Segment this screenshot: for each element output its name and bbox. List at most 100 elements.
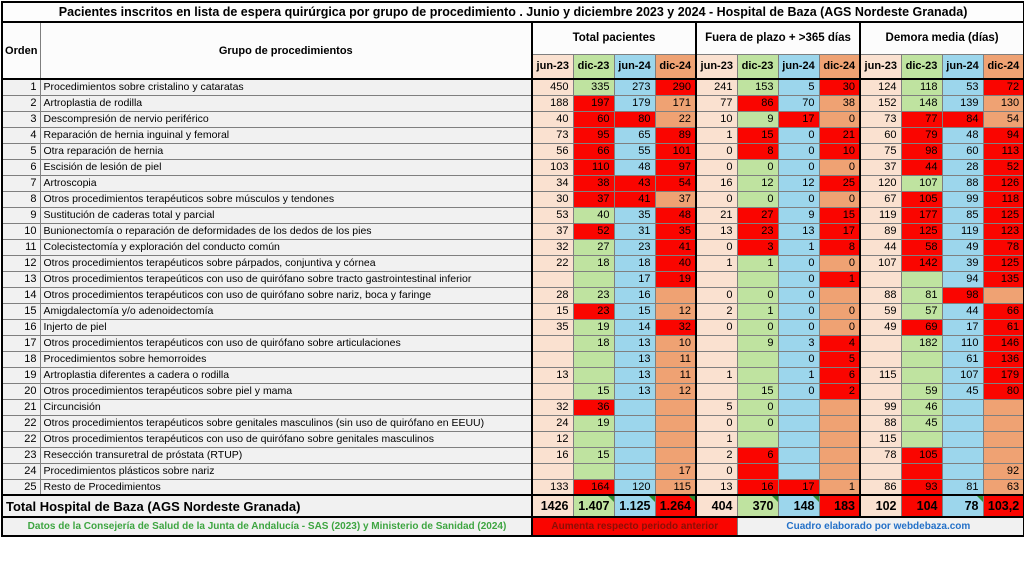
value-cell: 0 xyxy=(818,302,861,320)
value-cell: 45 xyxy=(900,414,943,432)
value-cell: 38 xyxy=(818,94,861,112)
value-cell: 152 xyxy=(859,94,902,112)
procedure-name-cell: Procedimientos sobre cristalino y catara… xyxy=(39,78,533,96)
value-cell xyxy=(982,446,1024,464)
value-cell: 13 xyxy=(531,366,574,384)
value-cell: 22 xyxy=(531,254,574,272)
value-cell: 77 xyxy=(900,110,943,128)
table-row: 22 Otros procedimientos terapéuticos sobr… xyxy=(1,414,1024,432)
value-cell: 17 xyxy=(654,462,697,480)
value-cell xyxy=(900,270,943,288)
value-cell: 107 xyxy=(900,174,943,192)
value-cell: 1 xyxy=(736,254,779,272)
value-cell: 18 xyxy=(613,254,656,272)
credit-note: Cuadro elaborado por webdebaza.com xyxy=(736,516,1024,537)
value-cell xyxy=(654,430,697,448)
value-cell: 101 xyxy=(654,142,697,160)
value-cell: 17 xyxy=(818,222,861,240)
value-cell: 66 xyxy=(572,142,615,160)
orden-cell: 16 xyxy=(1,318,41,336)
value-cell: 70 xyxy=(777,94,820,112)
procedure-name-cell: Otros procedimientos terapéuticos con us… xyxy=(39,334,533,352)
table-row: 8 Otros procedimientos terapéuticos sobre… xyxy=(1,190,1024,208)
value-cell: 273 xyxy=(613,78,656,96)
procedure-name-cell: Otros procedimientos terapéuticos con us… xyxy=(39,286,533,304)
value-cell: 34 xyxy=(531,174,574,192)
group-header-demora-media: Demora media (días) xyxy=(858,21,1024,55)
value-cell: 0 xyxy=(695,142,738,160)
value-cell xyxy=(613,446,656,464)
group-header-row: Orden Grupo de procedimientos Total paci… xyxy=(1,21,1024,80)
procedure-name-cell: Otros procedimientos terapeúticos con us… xyxy=(39,270,533,288)
value-cell: 37 xyxy=(654,190,697,208)
value-cell: 115 xyxy=(859,430,902,448)
value-cell xyxy=(736,430,779,448)
value-cell: 110 xyxy=(941,334,984,352)
value-cell: 125 xyxy=(982,254,1024,272)
value-cell: 0 xyxy=(818,318,861,336)
value-cell: 97 xyxy=(654,158,697,176)
total-value-cell: 370 xyxy=(736,494,779,518)
value-cell: 0 xyxy=(695,190,738,208)
value-cell: 16 xyxy=(613,286,656,304)
value-cell: 9 xyxy=(736,110,779,128)
value-cell xyxy=(818,286,861,304)
value-cell: 6 xyxy=(736,446,779,464)
orden-cell: 19 xyxy=(1,366,41,384)
table-row: 10 Bunionectomía o reparación de deformid… xyxy=(1,222,1024,240)
table-row: 19 Artroplastia diferentes a cadera o rod… xyxy=(1,366,1024,384)
value-cell: 16 xyxy=(531,446,574,464)
table-row: 16 Injerto de piel 35 19 14 32 0 0 0 0 49 69 17 61 xyxy=(1,318,1024,336)
value-cell: 95 xyxy=(572,126,615,144)
value-cell: 1 xyxy=(695,366,738,384)
title-row: Pacientes inscritos en lista de espera q… xyxy=(1,1,1024,23)
value-cell: 48 xyxy=(654,206,697,224)
value-cell: 27 xyxy=(736,206,779,224)
value-cell: 188 xyxy=(531,94,574,112)
procedure-name-cell: Bunionectomía o reparación de deformidad… xyxy=(39,222,533,240)
value-cell: 17 xyxy=(613,270,656,288)
value-cell: 43 xyxy=(613,174,656,192)
value-cell: 142 xyxy=(900,254,943,272)
value-cell: 12 xyxy=(654,302,697,320)
period-header: dic-23 xyxy=(900,53,943,80)
value-cell: 14 xyxy=(613,318,656,336)
procedure-name-cell: Reparación de hernia inguinal y femoral xyxy=(39,126,533,144)
value-cell: 0 xyxy=(777,302,820,320)
procedure-name-cell: Otra reparación de hernia xyxy=(39,142,533,160)
value-cell xyxy=(859,350,902,368)
value-cell: 73 xyxy=(859,110,902,128)
value-cell: 10 xyxy=(695,110,738,128)
period-header: jun-24 xyxy=(941,53,984,80)
orden-cell: 17 xyxy=(1,334,41,352)
value-cell xyxy=(777,446,820,464)
value-cell: 0 xyxy=(777,270,820,288)
total-value-cell: 183 xyxy=(818,494,861,518)
value-cell: 1 xyxy=(736,302,779,320)
value-cell: 66 xyxy=(982,302,1024,320)
value-cell xyxy=(531,350,574,368)
value-cell: 52 xyxy=(572,222,615,240)
value-cell xyxy=(613,430,656,448)
procedure-name-cell: Otros procedimientos terapéuticos sobre … xyxy=(39,414,533,432)
value-cell: 130 xyxy=(982,94,1024,112)
value-cell: 105 xyxy=(900,190,943,208)
value-cell xyxy=(900,366,943,384)
table-row: 22 Otros procedimientos terapéuticos con … xyxy=(1,430,1024,448)
value-cell: 80 xyxy=(982,382,1024,400)
value-cell xyxy=(572,462,615,480)
value-cell xyxy=(818,446,861,464)
value-cell xyxy=(982,398,1024,416)
value-cell: 15 xyxy=(572,382,615,400)
period-header: dic-23 xyxy=(572,53,615,80)
procedure-name-cell: Otros procedimientos terapéuticos sobre … xyxy=(39,254,533,272)
value-cell: 80 xyxy=(613,110,656,128)
value-cell: 0 xyxy=(777,318,820,336)
value-cell: 115 xyxy=(654,478,697,496)
value-cell: 69 xyxy=(900,318,943,336)
value-cell xyxy=(531,334,574,352)
value-cell xyxy=(531,462,574,480)
value-cell: 10 xyxy=(818,142,861,160)
value-cell: 115 xyxy=(859,366,902,384)
orden-cell: 15 xyxy=(1,302,41,320)
